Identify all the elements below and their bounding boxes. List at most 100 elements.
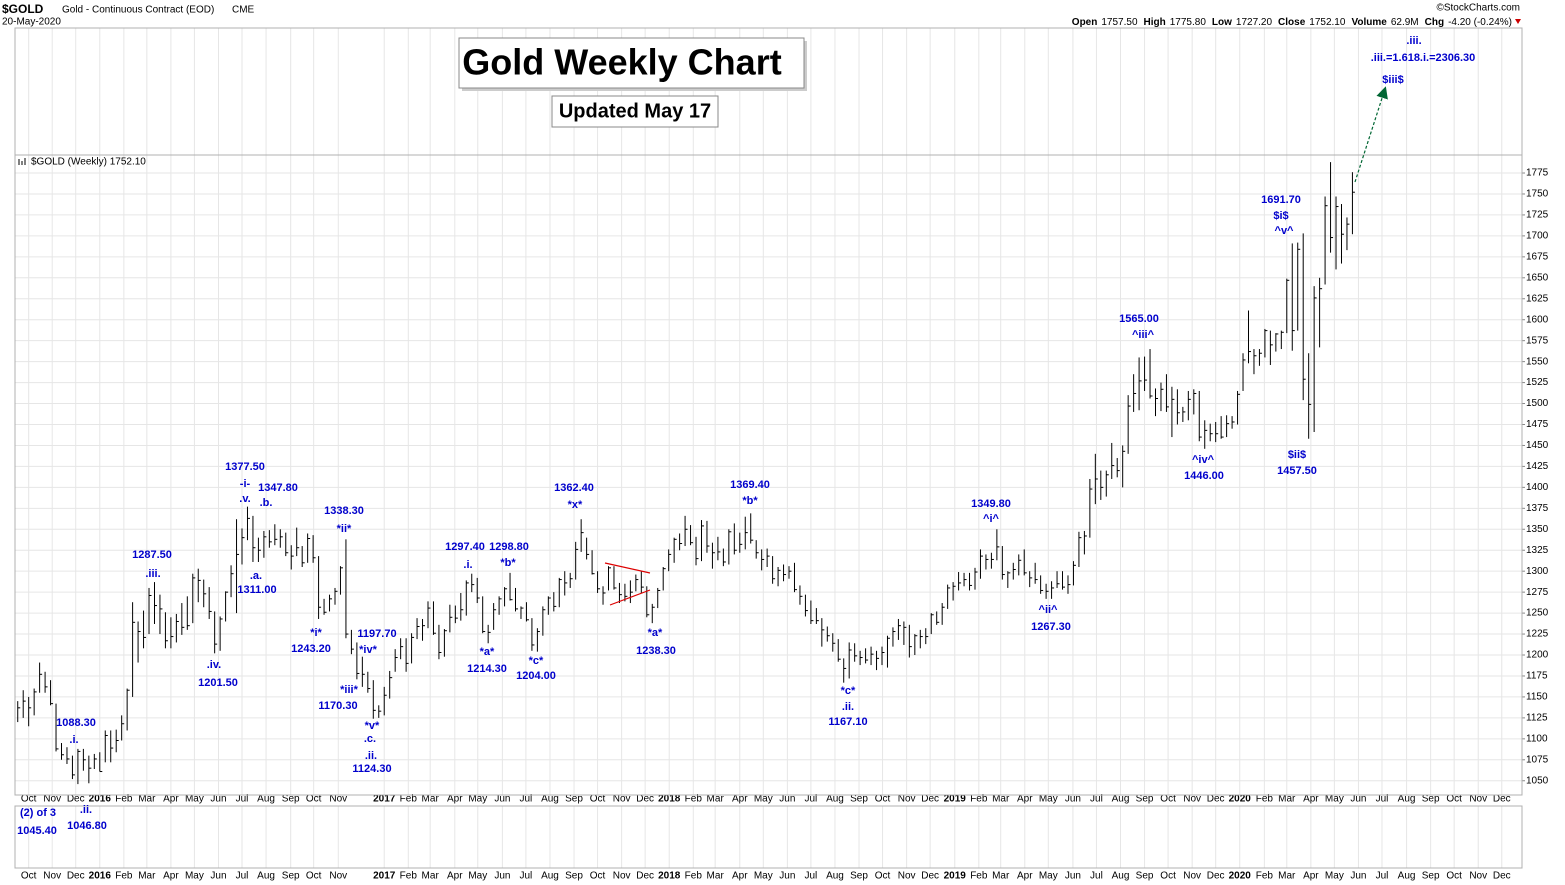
x-tick-label: Jul bbox=[520, 794, 533, 805]
wave-label: 1457.50 bbox=[1277, 465, 1317, 477]
x-tick-label: 2019 bbox=[944, 871, 967, 882]
x-tick-label: Feb bbox=[685, 794, 703, 805]
x-tick-label: May bbox=[1325, 871, 1344, 882]
wave-label: ^iii^ bbox=[1132, 329, 1155, 341]
x-tick-label: Feb bbox=[115, 794, 133, 805]
x-tick-label: Dec bbox=[921, 871, 939, 882]
y-tick-label: 1450 bbox=[1526, 440, 1549, 451]
x-tick-label: Sep bbox=[1422, 794, 1440, 805]
x-tick-label: Nov bbox=[1469, 794, 1487, 805]
x-tick-label: Sep bbox=[1422, 871, 1440, 882]
x-tick-label: Mar bbox=[422, 871, 440, 882]
wave-label: 1167.10 bbox=[828, 716, 867, 728]
wave-label: ^v^ bbox=[1275, 225, 1295, 237]
x-tick-label: Dec bbox=[1207, 871, 1225, 882]
x-tick-label: Oct bbox=[21, 794, 37, 805]
y-tick-label: 1350 bbox=[1526, 524, 1549, 535]
wave-label: 1349.80 bbox=[971, 498, 1011, 510]
instrument-name: Gold - Continuous Contract (EOD) bbox=[62, 5, 214, 16]
x-tick-label: Nov bbox=[613, 871, 631, 882]
x-tick-label: Dec bbox=[1207, 794, 1225, 805]
x-tick-label: May bbox=[468, 794, 487, 805]
y-tick-label: 1325 bbox=[1526, 545, 1549, 556]
stat-value: 1775.80 bbox=[1170, 17, 1207, 28]
x-tick-label: Aug bbox=[1398, 871, 1416, 882]
x-tick-label: Jul bbox=[1376, 794, 1389, 805]
x-tick-label: Sep bbox=[565, 871, 583, 882]
x-tick-label: Jun bbox=[494, 871, 510, 882]
x-tick-label: Sep bbox=[850, 871, 868, 882]
wave-label: 1238.30 bbox=[636, 645, 676, 657]
x-tick-label: Nov bbox=[1183, 871, 1201, 882]
y-tick-label: 1600 bbox=[1526, 314, 1549, 325]
wave-label: 1124.30 bbox=[352, 763, 391, 775]
wave-label: *v* bbox=[365, 720, 380, 732]
x-tick-label: Feb bbox=[970, 871, 988, 882]
x-tick-label: Jun bbox=[494, 794, 510, 805]
x-tick-label: May bbox=[1039, 794, 1058, 805]
x-tick-label: Nov bbox=[43, 794, 61, 805]
y-tick-label: 1550 bbox=[1526, 356, 1549, 367]
x-tick-label: Mar bbox=[422, 794, 440, 805]
x-tick-label: May bbox=[1325, 794, 1344, 805]
x-tick-label: Jun bbox=[210, 871, 226, 882]
lower-panel-frame bbox=[14, 805, 1523, 869]
x-tick-label: Apr bbox=[447, 871, 463, 882]
wave-label: .b. bbox=[260, 497, 273, 509]
y-tick-label: 1375 bbox=[1526, 503, 1549, 514]
change-indicator bbox=[1515, 19, 1521, 24]
wave-label: *b* bbox=[500, 557, 516, 569]
x-tick-label: Jul bbox=[1090, 871, 1103, 882]
wave-label: 1297.40 bbox=[445, 541, 485, 553]
stat-value: 1752.10 bbox=[1309, 17, 1346, 28]
wave-label: *b* bbox=[742, 495, 758, 507]
stat-label: Close bbox=[1278, 17, 1306, 28]
wave-label: *a* bbox=[480, 646, 495, 658]
wave-label: 1377.50 bbox=[225, 461, 265, 473]
chart-subtitle: Updated May 17 bbox=[559, 100, 711, 122]
wave-label: .ii. bbox=[80, 804, 92, 816]
x-tick-label: Oct bbox=[1160, 794, 1176, 805]
x-tick-label: Jul bbox=[236, 794, 249, 805]
x-tick-label: Jul bbox=[1090, 794, 1103, 805]
y-tick-label: 1275 bbox=[1526, 587, 1549, 598]
x-tick-label: Sep bbox=[282, 794, 300, 805]
wave-label: .ii. bbox=[365, 750, 377, 762]
x-tick-label: Oct bbox=[21, 871, 37, 882]
wave-label: *i* bbox=[310, 627, 322, 639]
x-tick-label: Nov bbox=[1183, 794, 1201, 805]
x-tick-label: Jun bbox=[1065, 871, 1081, 882]
x-tick-label: Apr bbox=[732, 794, 748, 805]
wave-label: 1046.80 bbox=[67, 820, 107, 832]
x-tick-label: Feb bbox=[400, 871, 418, 882]
plot-frame bbox=[14, 27, 1523, 796]
series-label: $GOLD (Weekly) 1752.10 bbox=[31, 157, 146, 168]
y-tick-label: 1300 bbox=[1526, 566, 1549, 577]
x-tick-label: Aug bbox=[257, 794, 275, 805]
wave-label: 1446.00 bbox=[1184, 470, 1224, 482]
x-tick-label: Nov bbox=[898, 871, 916, 882]
y-tick-label: 1150 bbox=[1526, 692, 1548, 703]
stat-label: Low bbox=[1212, 17, 1232, 28]
y-tick-label: 1050 bbox=[1526, 775, 1549, 786]
triangle-upper bbox=[604, 562, 651, 574]
y-tick-label: 1400 bbox=[1526, 482, 1549, 493]
wave-label: 1338.30 bbox=[324, 505, 364, 517]
title-box bbox=[458, 37, 805, 89]
x-tick-label: May bbox=[185, 871, 204, 882]
x-tick-label: Dec bbox=[636, 871, 654, 882]
wave-label: .iii. bbox=[145, 568, 160, 580]
x-tick-label: Nov bbox=[43, 871, 61, 882]
wave-label: .iv. bbox=[207, 659, 221, 671]
y-tick-label: 1575 bbox=[1526, 335, 1549, 346]
x-tick-label: Aug bbox=[541, 794, 559, 805]
x-tick-label: Apr bbox=[1017, 794, 1033, 805]
x-tick-label: 2018 bbox=[658, 871, 681, 882]
wave-label: ^iv^ bbox=[1192, 454, 1215, 466]
y-tick-label: 1675 bbox=[1526, 251, 1549, 262]
x-tick-label: Mar bbox=[992, 794, 1010, 805]
x-tick-label: Sep bbox=[565, 794, 583, 805]
x-tick-label: May bbox=[754, 794, 773, 805]
x-tick-label: May bbox=[1039, 871, 1058, 882]
